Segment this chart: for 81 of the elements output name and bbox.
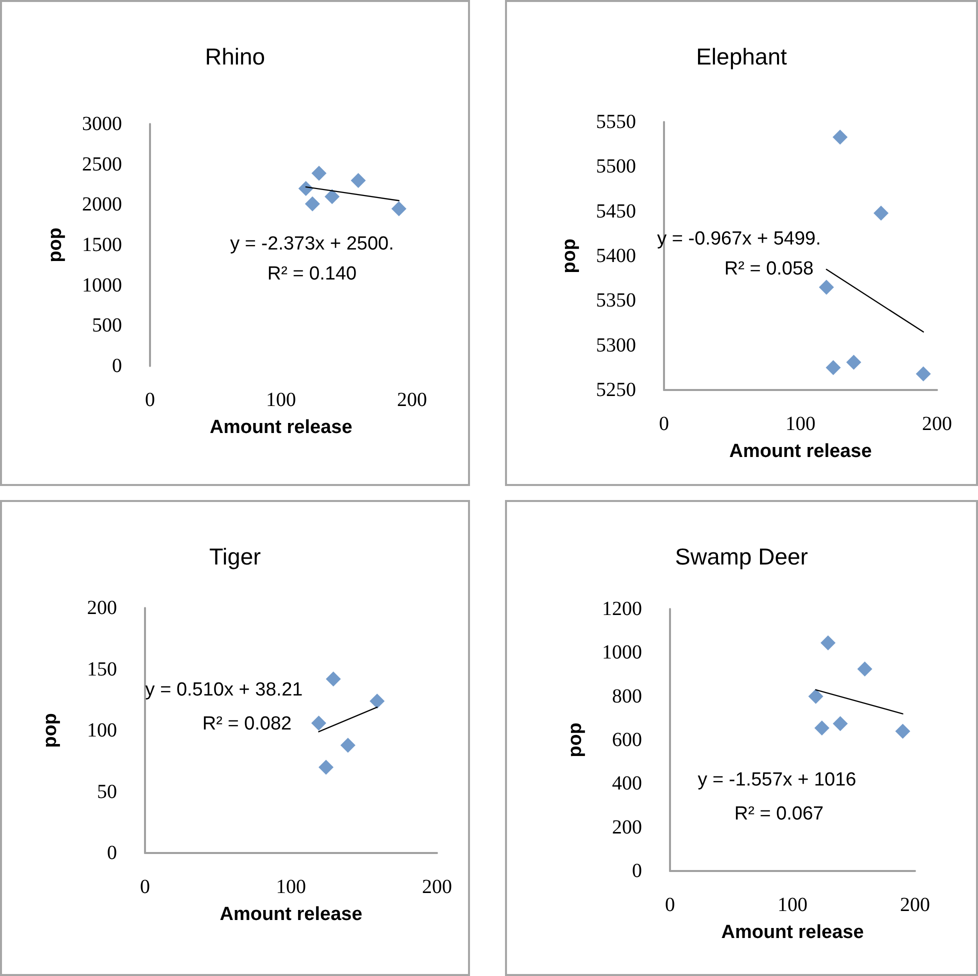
x-tick-label: 0: [665, 894, 675, 916]
point: [832, 716, 848, 732]
annotation: R² = 0.058: [724, 258, 814, 280]
point: [916, 366, 931, 382]
point: [304, 196, 320, 212]
chart-title: Tiger: [209, 544, 262, 570]
annotation: R² = 0.140: [267, 264, 357, 284]
y-tick-label: 0: [632, 860, 642, 882]
y-tick-label: 5300: [596, 334, 636, 356]
point: [350, 172, 366, 188]
y-axis-title: pop: [565, 722, 586, 758]
y-tick-label: 500: [92, 314, 122, 337]
x-axis-title: Amount release: [210, 417, 352, 438]
y-tick-label: 0: [112, 355, 122, 377]
y-tick-label: 600: [612, 729, 642, 751]
x-tick-label: 200: [397, 389, 427, 411]
y-tick-label: 3000: [82, 113, 122, 135]
y-tick-label: 100: [87, 720, 117, 742]
y-tick-label: 200: [612, 816, 642, 838]
y-tick-label: 200: [87, 597, 117, 619]
point: [311, 716, 326, 731]
point: [846, 354, 862, 370]
point: [874, 206, 889, 221]
y-tick-label: 5450: [596, 200, 636, 222]
x-tick-label: 0: [145, 389, 155, 411]
y-tick-label: 5550: [596, 111, 636, 133]
x-tick-label: 100: [786, 413, 816, 435]
point: [311, 166, 326, 181]
point: [326, 672, 341, 687]
y-tick-label: 1000: [82, 274, 122, 296]
x-axis-title: Amount release: [721, 922, 864, 943]
y-tick-label: 2000: [82, 194, 122, 216]
point: [895, 724, 910, 739]
x-tick-label: 100: [276, 876, 306, 898]
chart-title: Rhino: [204, 44, 266, 70]
y-tick-label: 5250: [596, 379, 636, 401]
chart-title: Swamp Deer: [675, 544, 808, 570]
y-tick-label: 1000: [602, 642, 642, 664]
y-tick-label: 800: [612, 685, 642, 708]
annotation: y = 0.510x + 38.21: [145, 680, 303, 700]
y-tick-label: 1500: [82, 234, 122, 256]
y-axis-title: pop: [559, 238, 580, 274]
y-axis-title: pop: [40, 713, 61, 748]
x-tick-label: 0: [659, 413, 669, 435]
point: [340, 738, 356, 753]
y-tick-label: 1200: [602, 598, 642, 620]
point: [808, 688, 824, 704]
point: [818, 280, 834, 295]
x-tick-label: 0: [140, 876, 150, 898]
x-axis-title: Amount release: [220, 904, 362, 925]
y-tick-label: 400: [612, 772, 642, 795]
annotation: R² = 0.067: [734, 804, 824, 824]
point: [826, 360, 841, 376]
point: [832, 130, 848, 145]
point: [814, 720, 830, 736]
y-tick-label: 5500: [596, 156, 636, 178]
y-axis-title: pop: [45, 228, 66, 262]
point: [370, 694, 385, 709]
x-axis-title: Amount release: [729, 441, 872, 462]
point: [298, 181, 314, 196]
y-tick-label: 5350: [596, 290, 636, 312]
point: [391, 201, 406, 216]
annotation: y = -1.557x + 1016: [698, 770, 856, 790]
x-tick-label: 200: [900, 894, 930, 916]
point: [318, 760, 334, 775]
chart-title: Elephant: [696, 44, 788, 70]
x-tick-label: 200: [922, 413, 952, 435]
annotation: y = -2.373x + 2500.: [230, 234, 394, 254]
annotation: y = -0.967x + 5499.: [657, 228, 821, 250]
point: [820, 635, 836, 650]
y-tick-label: 2500: [82, 153, 122, 176]
x-tick-label: 100: [266, 389, 296, 411]
point: [324, 189, 340, 204]
x-tick-label: 100: [778, 894, 808, 916]
y-tick-label: 150: [87, 658, 117, 680]
point: [857, 662, 872, 677]
annotation: R² = 0.082: [202, 714, 292, 734]
y-tick-label: 0: [107, 842, 117, 864]
y-tick-label: 5400: [596, 245, 636, 267]
y-tick-label: 50: [97, 780, 117, 803]
x-tick-label: 200: [422, 876, 452, 898]
